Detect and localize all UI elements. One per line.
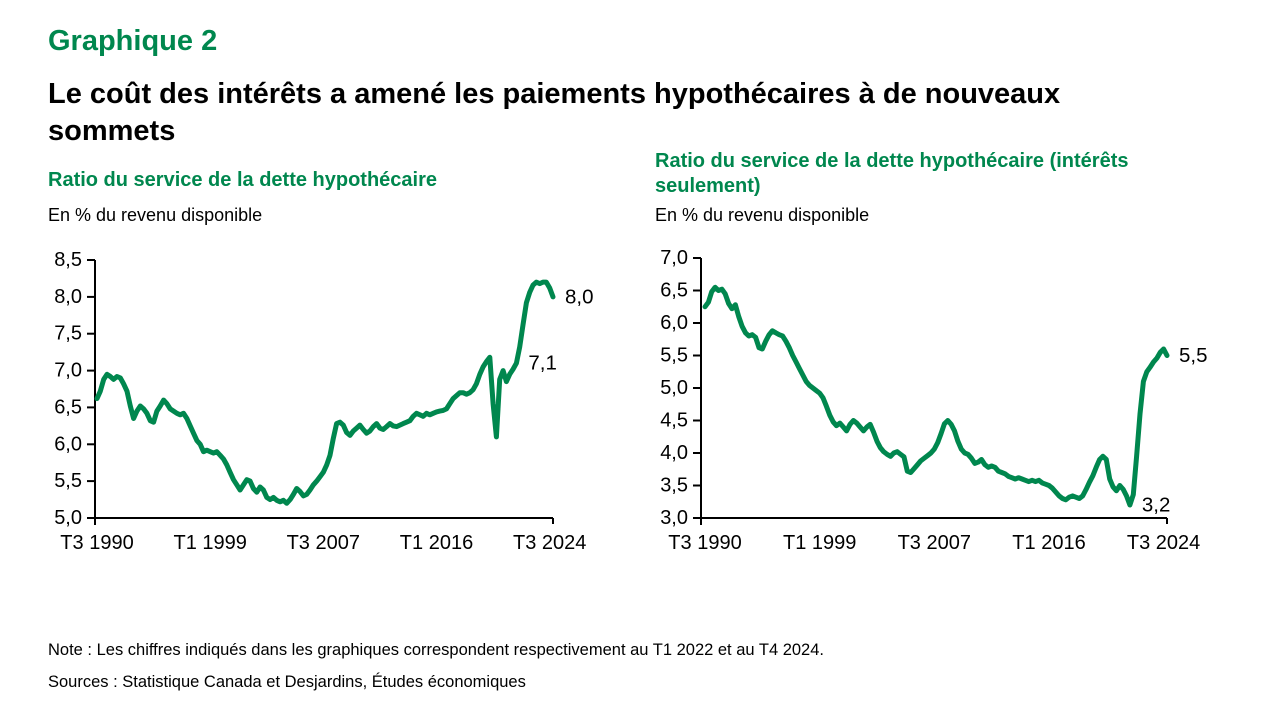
x-tick-label: T1 1999 xyxy=(783,532,856,554)
y-tick-label: 8,0 xyxy=(54,286,82,308)
data-label: 8,0 xyxy=(565,285,594,308)
chart-number-heading: Graphique 2 xyxy=(48,25,218,57)
y-tick-label: 5,0 xyxy=(54,507,82,529)
y-tick-label: 6,5 xyxy=(54,396,82,418)
x-tick-label: T3 2007 xyxy=(287,532,360,554)
data-label: 3,2 xyxy=(1142,494,1171,517)
y-tick-label: 6,5 xyxy=(660,280,688,302)
x-tick-label: T1 2016 xyxy=(400,532,473,554)
y-tick-label: 3,5 xyxy=(660,475,688,497)
figure-title-mortgage-dsr: Ratio du service de la dette hypothécair… xyxy=(48,169,438,191)
x-tick-label: T3 1990 xyxy=(60,532,133,554)
series-line xyxy=(94,279,556,506)
y-tick-label: 7,5 xyxy=(54,323,82,345)
x-tick-label: T1 1999 xyxy=(174,532,247,554)
x-tick-label: T3 1990 xyxy=(668,532,741,554)
y-tick-label: 5,5 xyxy=(54,470,82,492)
x-tick-label: T3 2007 xyxy=(898,532,971,554)
series-line xyxy=(702,284,1170,508)
y-tick-label: 6,0 xyxy=(660,312,688,334)
data-label: 5,5 xyxy=(1179,344,1208,367)
note-text: Note : Les chiffres indiqués dans les gr… xyxy=(48,641,824,659)
x-tick-label: T3 2024 xyxy=(513,532,586,554)
sources-text: Sources : Statistique Canada et Desjardi… xyxy=(48,673,526,691)
data-label: 7,1 xyxy=(528,352,557,375)
y-tick-label: 8,5 xyxy=(54,249,82,271)
y-tick-label: 6,0 xyxy=(54,433,82,455)
figure-title-interest-only-dsr: Ratio du service de la dette hypothécair… xyxy=(655,150,1129,197)
y-tick-label: 4,5 xyxy=(660,410,688,432)
interest-only-dsr-line-chart: 7,0 6,5 6,0 5,5 5,0 4,5 4,0 3,5 3,0 T3 1990 T1 199… xyxy=(660,247,1208,554)
y-tick-label: 4,0 xyxy=(660,442,688,464)
y-tick-label: 5,5 xyxy=(660,345,688,367)
x-tick-label: T3 2024 xyxy=(1127,532,1200,554)
y-tick-label: 7,0 xyxy=(660,247,688,269)
figure-unit-label-left: En % du revenu disponible xyxy=(48,205,263,225)
x-tick-label: T1 2016 xyxy=(1012,532,1085,554)
mortgage-dsr-line-chart: 8,5 8,0 7,5 7,0 6,5 6,0 5,5 5,0 T3 1990 T1 1999 T3… xyxy=(54,249,594,554)
y-tick-label: 3,0 xyxy=(660,507,688,529)
main-title: Le coût des intérêts a amené les paiemen… xyxy=(48,78,1061,148)
y-tick-label: 5,0 xyxy=(660,377,688,399)
y-tick-label: 7,0 xyxy=(54,360,82,382)
figure-unit-label-right: En % du revenu disponible xyxy=(655,205,870,225)
